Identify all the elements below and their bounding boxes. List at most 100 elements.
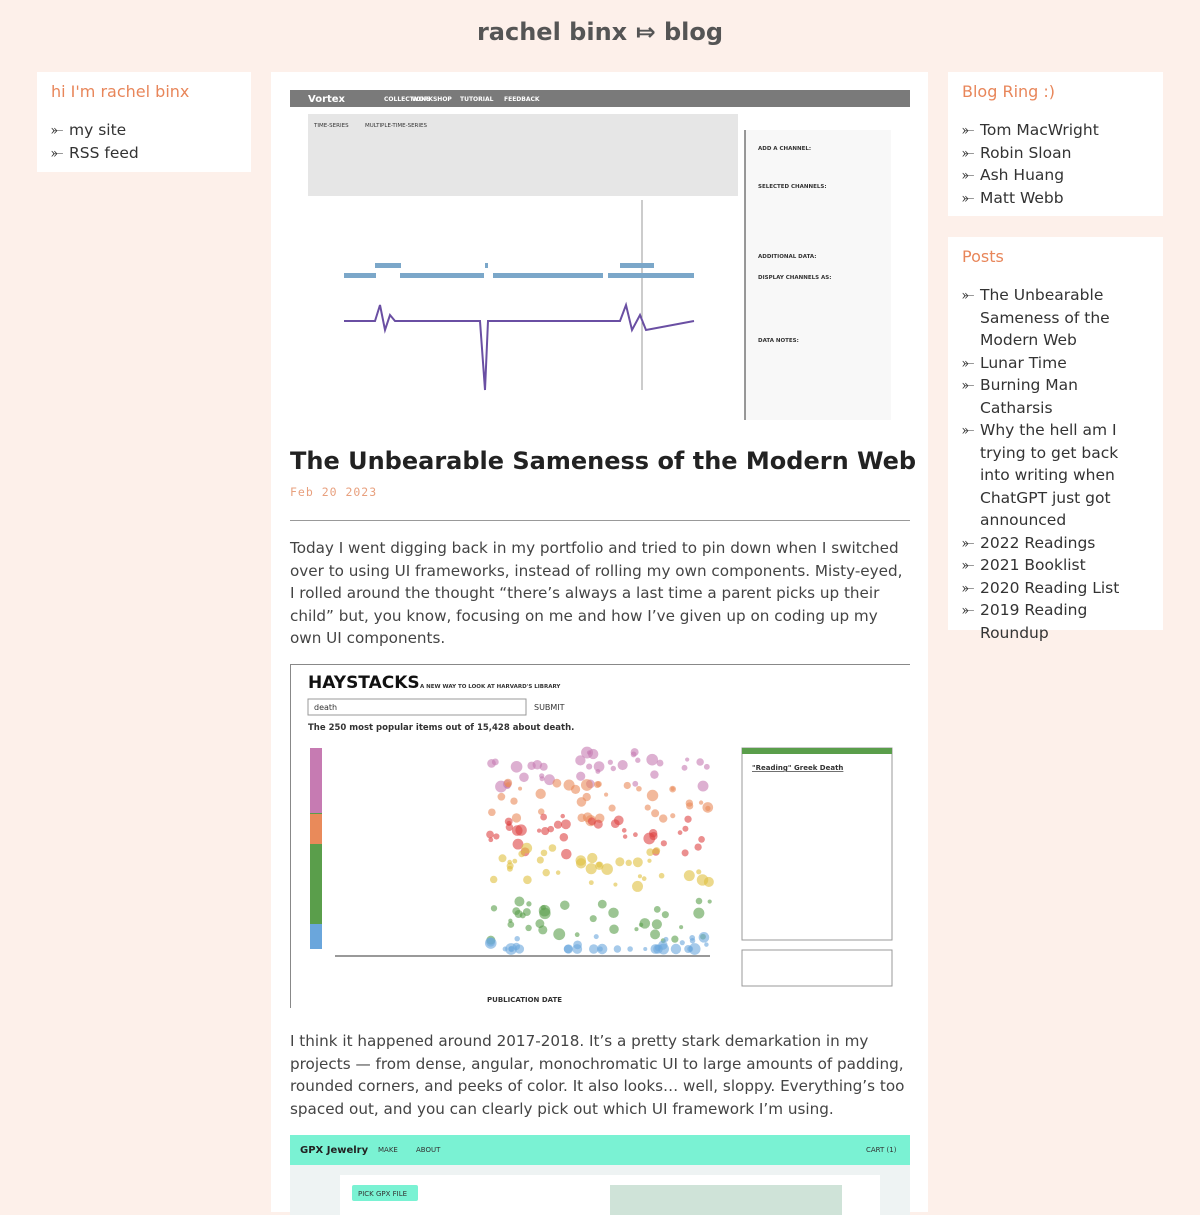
intro-title: hi I'm rachel binx xyxy=(51,82,190,101)
decor-dot xyxy=(669,785,677,793)
screenshot-text: HAYSTACKS xyxy=(308,673,420,693)
link[interactable]: The Unbearable Sameness of the Modern We… xyxy=(980,286,1110,349)
decor-dot xyxy=(541,827,550,836)
list-item: ⤜ Ash Huang xyxy=(962,164,1149,187)
decor-dot xyxy=(597,899,607,909)
posts-title: Posts xyxy=(962,247,1004,266)
decor-dot xyxy=(575,858,587,869)
link[interactable]: 2019 Reading Roundup xyxy=(980,601,1088,642)
list-item: ⤜ 2020 Reading List xyxy=(962,577,1149,600)
screenshot-text: DISPLAY CHANNELS AS: xyxy=(758,275,831,281)
decor-dot xyxy=(522,908,531,916)
bullet: ⤜ xyxy=(962,166,975,184)
decor-dot xyxy=(681,764,688,771)
decor-dot xyxy=(595,861,604,870)
decor-dot xyxy=(487,759,496,768)
decor-dot xyxy=(560,900,570,910)
bullet: ⤜ xyxy=(962,188,975,207)
link[interactable]: my site xyxy=(69,121,127,139)
decor-dot xyxy=(560,819,571,830)
decor-dot xyxy=(588,944,599,954)
decor-dot xyxy=(518,786,523,791)
decor-dot xyxy=(632,780,639,787)
screenshot-text: A NEW WAY TO LOOK AT HARVARD'S LIBRARY xyxy=(420,684,561,690)
decor-dot xyxy=(490,905,498,912)
link[interactable]: Burning Man Catharsis xyxy=(980,376,1078,417)
list-item: ⤜ Lunar Time xyxy=(962,352,1149,375)
blog-ring-title: Blog Ring :) xyxy=(962,82,1056,101)
decor-dot xyxy=(535,788,546,800)
list-item: ⤜ RSS feed xyxy=(51,142,237,165)
decor-dot xyxy=(576,797,587,807)
decor-dot xyxy=(621,828,627,833)
decor-dot xyxy=(610,765,616,772)
screenshot-text: SELECTED CHANNELS: xyxy=(758,184,827,190)
decor-dot xyxy=(651,809,660,818)
list-item: ⤜ 2022 Readings xyxy=(962,532,1149,555)
link[interactable]: RSS feed xyxy=(69,143,139,162)
decor-dot xyxy=(512,858,518,864)
decor-dot xyxy=(679,925,684,930)
decor-dot xyxy=(696,758,704,766)
link[interactable]: 2020 Reading List xyxy=(980,578,1120,597)
decor-dot xyxy=(536,828,542,833)
decor-dot xyxy=(497,792,506,801)
decor-dot xyxy=(649,831,658,841)
decor-dot xyxy=(544,774,555,786)
decor-dot xyxy=(685,757,690,762)
decor-dot xyxy=(613,945,622,953)
bullet: ⤜ xyxy=(962,121,975,139)
decor-dot xyxy=(689,937,696,944)
link[interactable]: Why the hell am I trying to get back int… xyxy=(980,421,1119,529)
decor-dot xyxy=(671,935,679,943)
list-item: ⤜ Why the hell am I trying to get back in… xyxy=(962,419,1149,532)
haystacks-screenshot: HAYSTACKS A NEW WAY TO LOOK AT HARVARD'S … xyxy=(290,664,910,1008)
decor-dot xyxy=(552,778,562,788)
decor-dot xyxy=(489,875,498,884)
decor-dot xyxy=(574,932,580,938)
bullet: ⤜ xyxy=(962,421,975,439)
decor-dot xyxy=(696,869,702,875)
bullet: ⤜ xyxy=(962,601,975,619)
decor-dot xyxy=(682,825,689,832)
decor-dot xyxy=(683,870,695,882)
screenshot-text: "Reading" Greek Death xyxy=(752,764,843,772)
link[interactable]: 2022 Readings xyxy=(980,533,1096,552)
decor-dot xyxy=(630,751,637,758)
decor-dot xyxy=(587,817,596,826)
decor-dot xyxy=(698,836,705,843)
decor-dot xyxy=(575,755,586,766)
decor-dot xyxy=(593,761,605,772)
screenshot-text: PICK GPX FILE xyxy=(358,1190,407,1198)
link[interactable]: 2021 Booklist xyxy=(980,556,1086,574)
decor-dot xyxy=(510,797,518,805)
bullet: ⤜ xyxy=(962,353,975,372)
list-item: ⤜ Burning Man Catharsis xyxy=(962,374,1149,419)
decor-dot xyxy=(515,824,527,836)
decor-dot xyxy=(698,800,704,805)
link[interactable]: Matt Webb xyxy=(980,188,1064,207)
article-image: GPX Jewelry MAKE ABOUT CART (1) PICK GPX FIL… xyxy=(290,1135,910,1215)
decor-dot xyxy=(576,771,586,781)
link[interactable]: Robin Sloan xyxy=(980,143,1072,162)
decor-dot xyxy=(652,847,661,855)
decor-dot xyxy=(488,837,494,843)
screenshot-text: PUBLICATION DATE xyxy=(487,996,562,1004)
decor-dot xyxy=(625,859,632,867)
paragraph: Today I went digging back in my portfoli… xyxy=(290,539,903,647)
decor-dot xyxy=(670,813,676,819)
decor-dot xyxy=(686,802,694,810)
decor-dot xyxy=(505,781,511,788)
screenshot-text: MULTIPLE-TIME-SERIES xyxy=(365,123,427,129)
decor-dot xyxy=(613,882,618,887)
decor-dot xyxy=(681,849,689,857)
link[interactable]: Ash Huang xyxy=(980,166,1065,184)
decor-dot xyxy=(560,813,565,819)
bullet: ⤜ xyxy=(962,286,975,304)
link[interactable]: Tom MacWright xyxy=(980,121,1099,139)
decor-dot xyxy=(525,924,532,932)
decor-dot xyxy=(615,857,625,867)
link[interactable]: Lunar Time xyxy=(980,353,1067,372)
screenshot-text: ABOUT xyxy=(416,1146,441,1154)
decor-dot xyxy=(539,907,551,920)
